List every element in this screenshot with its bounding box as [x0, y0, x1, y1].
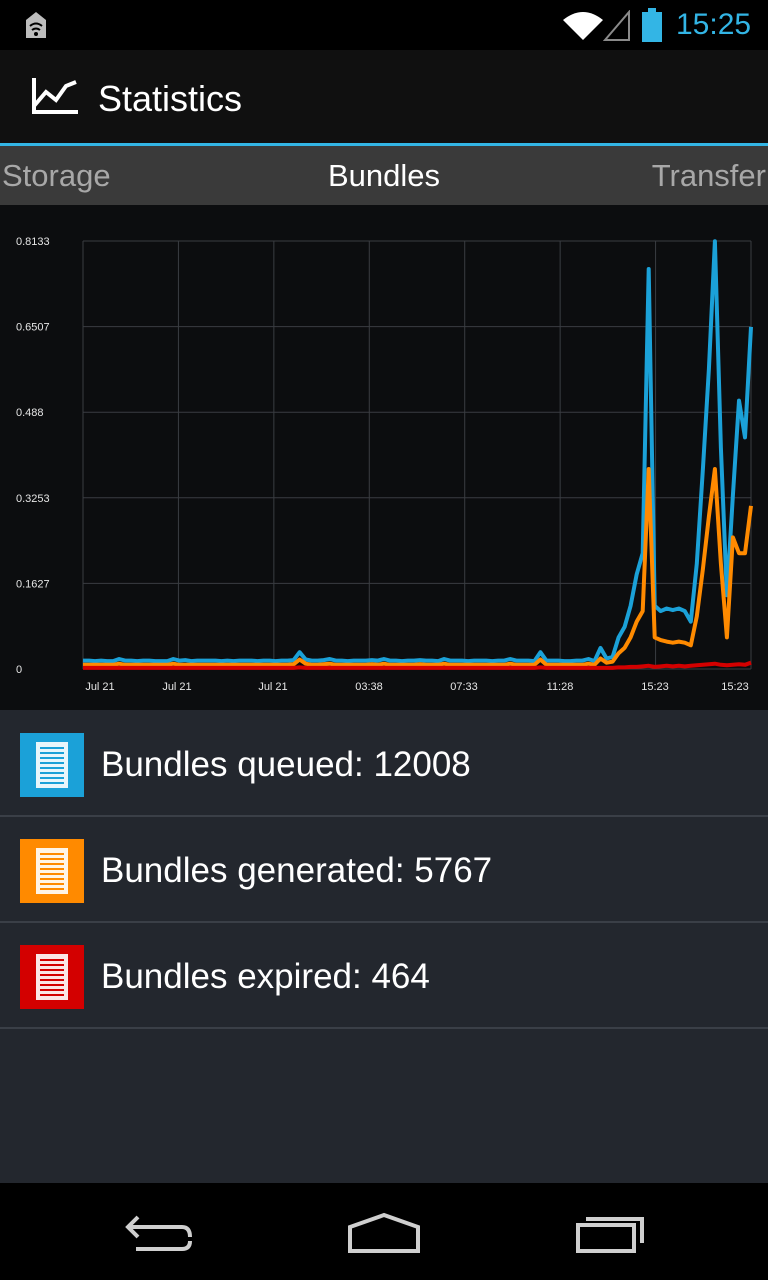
series-line-expired: [83, 660, 752, 670]
back-icon[interactable]: [120, 1211, 200, 1255]
action-bar-divider: [0, 143, 768, 146]
legend-row-generated[interactable]: Bundles generated: 5767: [0, 816, 768, 923]
chart-area: 0.8133 0.6507 0.488 0.3253 0.1627 0 Jul 21 Jul …: [0, 205, 768, 710]
y-tick-label: 0.488: [16, 407, 44, 419]
x-tick-label: Jul 21: [258, 681, 287, 693]
tab-storage[interactable]: Storage: [2, 158, 111, 193]
x-tick-label: Jul 21: [85, 681, 114, 693]
legend-label-queued: Bundles queued: 12008: [101, 745, 471, 784]
notification-icon: [26, 12, 46, 38]
y-tick-label: 0.8133: [16, 236, 50, 248]
status-bar: 15:25: [0, 0, 768, 50]
x-tick-label: 07:33: [450, 681, 478, 693]
legend-row-expired[interactable]: Bundles expired: 464: [0, 922, 768, 1029]
tab-bundles[interactable]: Bundles: [327, 158, 441, 193]
action-bar: Statistics: [0, 50, 768, 144]
home-icon[interactable]: [344, 1211, 424, 1255]
chart-line-icon[interactable]: [30, 76, 80, 116]
x-tick-label: 15:23: [641, 681, 669, 693]
battery-icon: [642, 8, 662, 42]
y-tick-label: 0: [16, 664, 22, 676]
x-tick-label: 15:23: [721, 681, 749, 693]
content-area: 0.8133 0.6507 0.488 0.3253 0.1627 0 Jul 21 Jul …: [0, 205, 768, 1183]
wifi-icon: [563, 12, 603, 40]
status-clock: 15:25: [676, 8, 752, 41]
document-icon: [20, 839, 84, 903]
x-tick-label: 03:38: [355, 681, 383, 693]
document-icon: [20, 733, 84, 797]
legend-row-queued[interactable]: Bundles queued: 12008: [0, 710, 768, 817]
series-line-generated: [83, 467, 753, 667]
tab-transfer[interactable]: Transfer: [651, 158, 766, 193]
y-tick-label: 0.3253: [16, 493, 50, 505]
chart-grid: [82, 240, 752, 670]
navigation-bar: [0, 1183, 768, 1280]
tab-strip: Storage Bundles Transfer: [0, 146, 768, 205]
legend-label-generated: Bundles generated: 5767: [101, 851, 493, 890]
y-tick-label: 0.6507: [16, 322, 50, 334]
signal-icon: [603, 10, 630, 41]
legend-label-expired: Bundles expired: 464: [101, 957, 430, 996]
y-tick-label: 0.1627: [16, 578, 50, 590]
series-line-queued: [83, 239, 753, 664]
x-tick-label: 11:28: [547, 681, 574, 693]
page-title: Statistics: [98, 78, 243, 119]
bundles-line-chart: 0.8133 0.6507 0.488 0.3253 0.1627 0 Jul 21 Jul …: [16, 236, 753, 693]
document-icon: [20, 945, 84, 1009]
x-tick-label: Jul 21: [162, 681, 191, 693]
recent-apps-icon[interactable]: [572, 1211, 652, 1255]
